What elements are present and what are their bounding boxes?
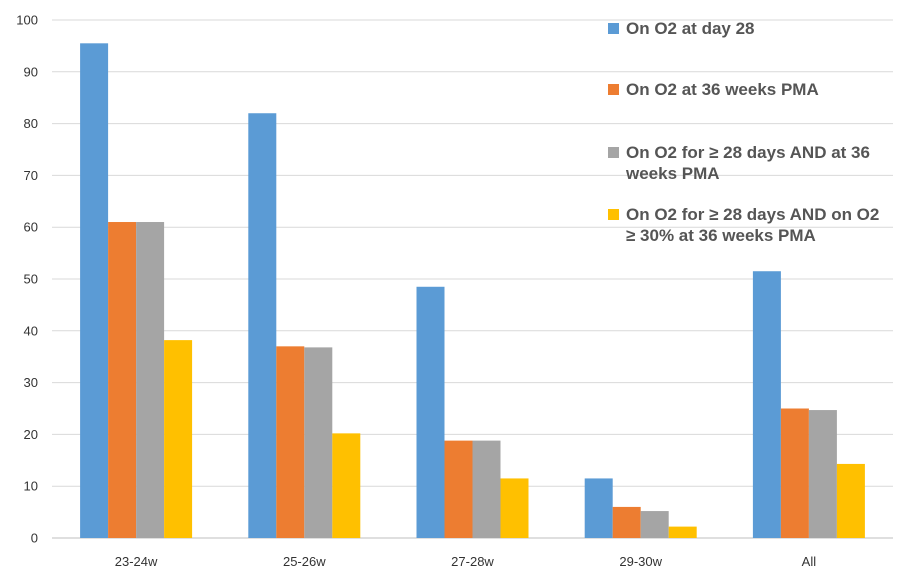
legend-swatch (608, 84, 619, 95)
bar (584, 478, 613, 538)
y-tick-label: 90 (24, 64, 38, 79)
legend-swatch (608, 209, 619, 220)
bar (444, 440, 473, 538)
y-tick-label: 40 (24, 323, 38, 338)
bars (80, 43, 865, 539)
x-tick-label: 27-28w (451, 554, 494, 569)
legend-label: On O2 for ≥ 28 days AND on O2 (626, 205, 879, 224)
bar (304, 347, 333, 538)
legend-entry: On O2 at 36 weeks PMA (608, 80, 819, 99)
x-tick-label: 29-30w (619, 554, 662, 569)
bar (332, 433, 361, 538)
legend-entry: On O2 for ≥ 28 days AND on O2 ≥ 30% at 36… (608, 205, 879, 245)
x-tick-label: 25-26w (283, 554, 326, 569)
y-tick-label: 60 (24, 220, 38, 235)
y-tick-label: 80 (24, 116, 38, 131)
bar (780, 408, 809, 538)
bar (640, 511, 669, 538)
y-axis-ticks: 0 10 20 30 40 50 60 70 80 90 100 (16, 13, 38, 546)
y-tick-label: 50 (24, 272, 38, 287)
legend-entry: On O2 at day 28 (608, 19, 755, 38)
bar (416, 286, 445, 538)
bar (668, 526, 697, 538)
y-tick-label: 30 (24, 375, 38, 390)
bar (164, 340, 193, 538)
x-tick-label: 23-24w (115, 554, 158, 569)
x-axis-ticks: 23-24w 25-26w 27-28w 29-30w All (115, 554, 816, 569)
bar (80, 43, 109, 539)
bar (276, 346, 305, 538)
legend-entry: On O2 for ≥ 28 days AND at 36 weeks PMA (608, 143, 870, 183)
y-tick-label: 20 (24, 427, 38, 442)
bar (472, 440, 501, 538)
bar (136, 222, 165, 538)
y-tick-label: 100 (16, 13, 38, 28)
y-tick-label: 70 (24, 168, 38, 183)
bar (500, 478, 529, 538)
y-tick-label: 0 (31, 531, 38, 546)
bar (248, 113, 277, 539)
legend-label: On O2 for ≥ 28 days AND at 36 (626, 143, 870, 162)
bar (752, 271, 781, 538)
legend-label: ≥ 30% at 36 weeks PMA (626, 226, 816, 245)
y-tick-label: 10 (24, 479, 38, 494)
legend: On O2 at day 28 On O2 at 36 weeks PMA On O… (608, 19, 879, 245)
bar (108, 222, 137, 538)
legend-label: On O2 at 36 weeks PMA (626, 80, 819, 99)
legend-swatch (608, 147, 619, 158)
legend-swatch (608, 23, 619, 34)
bar (612, 506, 641, 538)
bar (836, 463, 865, 538)
bar (808, 410, 837, 538)
x-tick-label: All (802, 554, 817, 569)
legend-label: weeks PMA (625, 164, 720, 183)
legend-label: On O2 at day 28 (626, 19, 755, 38)
gridlines (52, 19, 893, 539)
